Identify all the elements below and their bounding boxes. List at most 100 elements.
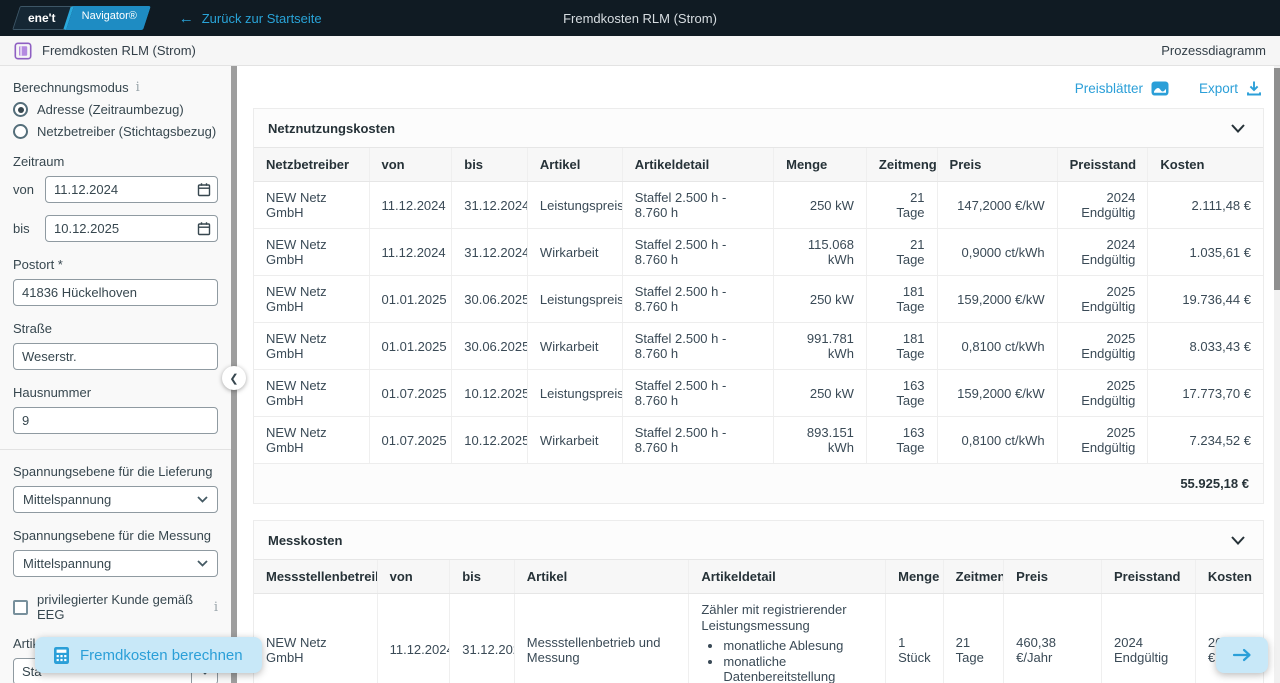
cell-kosten: 7.234,52 € xyxy=(1147,416,1263,464)
cell-von: 01.01.2025 xyxy=(368,322,452,370)
info-icon[interactable]: i xyxy=(135,80,140,95)
postort-input[interactable] xyxy=(13,279,218,306)
date-to-input[interactable] xyxy=(45,215,218,242)
cell-betreiber: NEW Netz GmbH xyxy=(254,593,378,683)
column-header: Preis xyxy=(1003,559,1102,594)
radio-adresse-label: Adresse (Zeitraumbezug) xyxy=(37,102,184,117)
radio-netzbetreiber[interactable]: Netzbetreiber (Stichtagsbezug) xyxy=(13,124,218,139)
scrollbar-thumb[interactable] xyxy=(1274,68,1280,290)
sidebar-resize-divider[interactable]: ❮ xyxy=(222,66,246,683)
chevron-down-icon xyxy=(1231,536,1245,545)
cell-artikel: Leistungspreis xyxy=(526,275,623,323)
zeitraum-group: Zeitraum von bis xyxy=(13,154,218,242)
postort-label: Postort * xyxy=(13,257,63,272)
hausnummer-group: Hausnummer xyxy=(13,385,218,434)
cell-zeitmenge: 21 Tage xyxy=(865,228,938,276)
berechnungsmodus-label: Berechnungsmodus i xyxy=(13,80,140,95)
cell-bis: 30.06.2025 xyxy=(451,322,528,370)
back-to-start-link[interactable]: ← Zurück zur Startseite xyxy=(179,11,322,26)
cell-preis: 147,2000 €/kW xyxy=(936,181,1058,229)
next-page-button[interactable] xyxy=(1216,637,1268,673)
cell-von: 11.12.2024 xyxy=(376,593,450,683)
cell-preisstand: 2024 Endgültig xyxy=(1101,593,1196,683)
radio-netzbetreiber-label: Netzbetreiber (Stichtagsbezug) xyxy=(37,124,217,139)
cell-menge: 991.781 kWh xyxy=(773,322,867,370)
table-header-row: MessstellenbetreibervonbisArtikelArtikel… xyxy=(254,559,1263,594)
cell-bis: 31.12.2024 xyxy=(451,181,528,229)
cell-menge: 250 kW xyxy=(773,181,867,229)
strasse-input[interactable] xyxy=(13,343,218,370)
radio-adresse[interactable]: Adresse (Zeitraumbezug) xyxy=(13,102,218,117)
export-link[interactable]: Export xyxy=(1199,80,1262,96)
cell-betreiber: NEW Netz GmbH xyxy=(254,181,370,229)
sidebar-collapse-button[interactable]: ❮ xyxy=(222,366,246,390)
cell-von: 01.07.2025 xyxy=(368,416,452,464)
cell-menge: 893.151 kWh xyxy=(773,416,867,464)
back-link-label: Zurück zur Startseite xyxy=(201,10,322,26)
hausnummer-input[interactable] xyxy=(13,407,218,434)
bis-label: bis xyxy=(13,221,30,236)
eeg-checkbox-row[interactable]: privilegierter Kunde gemäß EEG i xyxy=(13,592,218,622)
cell-zeitmenge: 21 Tage xyxy=(865,181,938,229)
price-sheet-icon xyxy=(1151,81,1169,95)
calendar-icon[interactable] xyxy=(197,221,211,236)
prozessdiagramm-link[interactable]: Prozessdiagramm xyxy=(1161,43,1266,58)
cell-preis: 460,38 €/Jahr xyxy=(1003,593,1102,683)
column-header: Kosten xyxy=(1194,559,1263,594)
column-header: Preis xyxy=(936,147,1058,182)
radio-button-icon xyxy=(13,124,28,139)
cell-betreiber: NEW Netz GmbH xyxy=(254,228,370,276)
cell-kosten: 1.035,61 € xyxy=(1147,228,1263,276)
column-header: Netzbetreiber xyxy=(254,147,370,182)
messkosten-table: MessstellenbetreibervonbisArtikelArtikel… xyxy=(254,559,1263,683)
cell-betreiber: NEW Netz GmbH xyxy=(254,275,370,323)
collapse-section-button[interactable] xyxy=(1227,531,1249,550)
date-from-input[interactable] xyxy=(45,176,218,203)
artikeldetail-title: Zähler mit registrierender Leistungsmess… xyxy=(701,602,847,633)
preisblaetter-link[interactable]: Preisblätter xyxy=(1075,81,1169,96)
cell-zeitmenge: 21 Tage xyxy=(942,593,1004,683)
parameter-sidebar: Berechnungsmodus i Adresse (Zeitraumbezu… xyxy=(0,66,231,683)
cell-bis: 30.06.2025 xyxy=(451,275,528,323)
column-header: Preisstand xyxy=(1056,147,1148,182)
content-area: Berechnungsmodus i Adresse (Zeitraumbezu… xyxy=(0,66,1280,683)
spannung-messung-group: Spannungsebene für die Messung Mittelspa… xyxy=(13,528,218,577)
column-header: Zeitmenge xyxy=(942,559,1004,594)
radio-button-icon xyxy=(13,102,28,117)
berechnungsmodus-group: Berechnungsmodus i Adresse (Zeitraumbezu… xyxy=(13,80,218,139)
eeg-checkbox-label: privilegierter Kunde gemäß EEG xyxy=(37,592,194,622)
chevron-down-icon xyxy=(197,560,208,567)
export-label: Export xyxy=(1198,80,1238,96)
table-header-row: Netzbetreiber von bis Artikel Artikeldetail M… xyxy=(254,147,1263,182)
artikeldetail-list: monatliche Ablesungmonatliche Datenberei… xyxy=(701,638,873,683)
collapse-section-button[interactable] xyxy=(1227,119,1249,138)
chevron-down-icon xyxy=(197,496,208,503)
table-row: NEW Netz GmbH 01.07.2025 10.12.2025 Leistun… xyxy=(254,369,1263,417)
spannung-messung-select[interactable]: Mittelspannung xyxy=(13,550,218,577)
cell-von: 11.12.2024 xyxy=(368,181,452,229)
fremdkosten-berechnen-button[interactable]: Fremdkosten berechnen xyxy=(35,637,262,673)
info-icon[interactable]: i xyxy=(213,599,218,615)
spannung-lieferung-select[interactable]: Mittelspannung xyxy=(13,486,218,513)
cell-kosten: 19.736,44 € xyxy=(1147,275,1263,323)
fremdkosten-berechnen-label: Fremdkosten berechnen xyxy=(80,646,243,664)
cell-detail: Staffel 2.500 h - 8.760 h xyxy=(621,228,774,276)
logo-enet: ene't xyxy=(12,6,74,30)
enet-navigator-logo[interactable]: ene't Navigator® xyxy=(12,6,151,30)
messkosten-section: Messkosten MessstellenbetreibervonbisArt… xyxy=(253,520,1264,683)
cell-preis: 0,8100 ct/kWh xyxy=(936,416,1058,464)
cell-detail: Staffel 2.500 h - 8.760 h xyxy=(621,369,774,417)
column-header: Messstellenbetreiber xyxy=(254,559,378,594)
back-arrow-icon: ← xyxy=(178,9,194,27)
calendar-icon[interactable] xyxy=(197,182,211,197)
cell-preisstand: 2024 Endgültig xyxy=(1056,181,1148,229)
logo-navigator: Navigator® xyxy=(65,6,151,30)
cell-artikel: Wirkarbeit xyxy=(526,322,623,370)
cell-menge: 115.068 kWh xyxy=(773,228,867,276)
vertical-scrollbar[interactable] xyxy=(1274,66,1280,683)
table-row: NEW Netz GmbH 11.12.2024 31.12.2024 Leistun… xyxy=(254,181,1263,229)
column-header: Artikel xyxy=(513,559,689,594)
module-document-icon xyxy=(14,41,32,60)
cell-preis: 0,9000 ct/kWh xyxy=(936,228,1058,276)
cell-preisstand: 2025 Endgültig xyxy=(1056,322,1148,370)
